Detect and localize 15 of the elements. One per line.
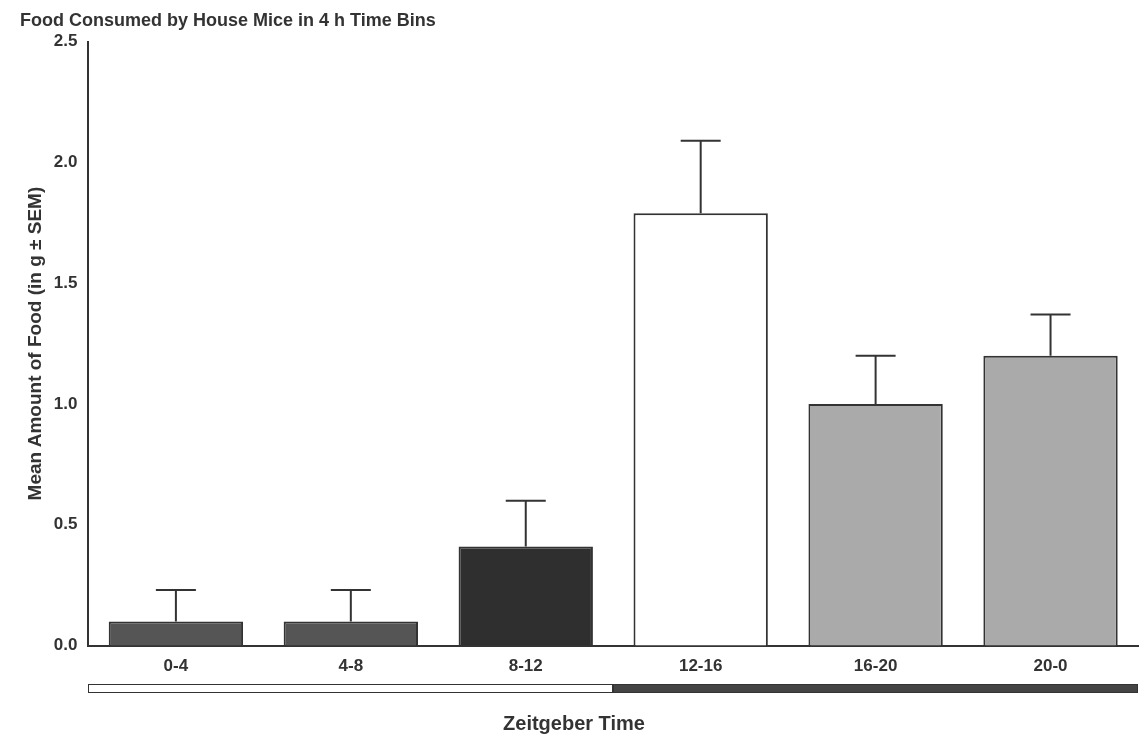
chart-title: Food Consumed by House Mice in 4 h Time Bins xyxy=(20,9,436,30)
y-tick-label: 0.5 xyxy=(53,514,78,534)
x-tick-label: 0-4 xyxy=(163,656,189,676)
x-tick-label: 4-8 xyxy=(338,656,364,676)
y-tick-label: 1.0 xyxy=(53,393,78,413)
x-tick-label: 12-16 xyxy=(678,656,723,676)
y-tick-label: 1.5 xyxy=(53,272,78,292)
x-tick-label: 16-20 xyxy=(853,656,898,676)
y-tick-label: 2.5 xyxy=(53,31,78,51)
y-axis-title: Mean Amount of Food (in g ± SEM) xyxy=(23,186,45,501)
x-tick-label: 8-12 xyxy=(508,656,543,676)
x-axis-title: Zeitgeber Time xyxy=(502,712,646,735)
x-tick-label: 20-0 xyxy=(1033,656,1068,676)
y-tick-label: 2.0 xyxy=(53,152,78,172)
y-tick-label: 0.0 xyxy=(53,635,78,655)
